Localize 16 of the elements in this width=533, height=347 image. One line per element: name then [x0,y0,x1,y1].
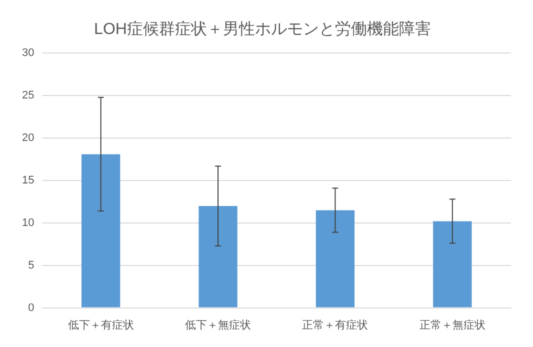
bar [198,206,238,308]
bar [81,154,120,308]
x-tick-label: 低下＋無症状 [185,318,252,332]
bar [433,221,472,308]
y-tick-label: 20 [22,132,34,144]
y-tick-label: 0 [28,302,34,314]
y-tick-label: 15 [22,174,34,187]
y-tick-label: 10 [22,216,34,229]
y-tick-label: 30 [22,47,34,60]
chart-title: LOH症候群症状＋男性ホルモンと労働機能障害 [94,20,431,38]
y-tick-label: 25 [22,90,34,102]
x-tick-label: 低下＋有症状 [68,318,134,332]
bar [316,210,355,308]
x-tick-label: 正常＋無症状 [419,318,486,332]
y-tick-label: 5 [28,259,34,272]
x-tick-label: 正常＋有症状 [302,318,368,332]
